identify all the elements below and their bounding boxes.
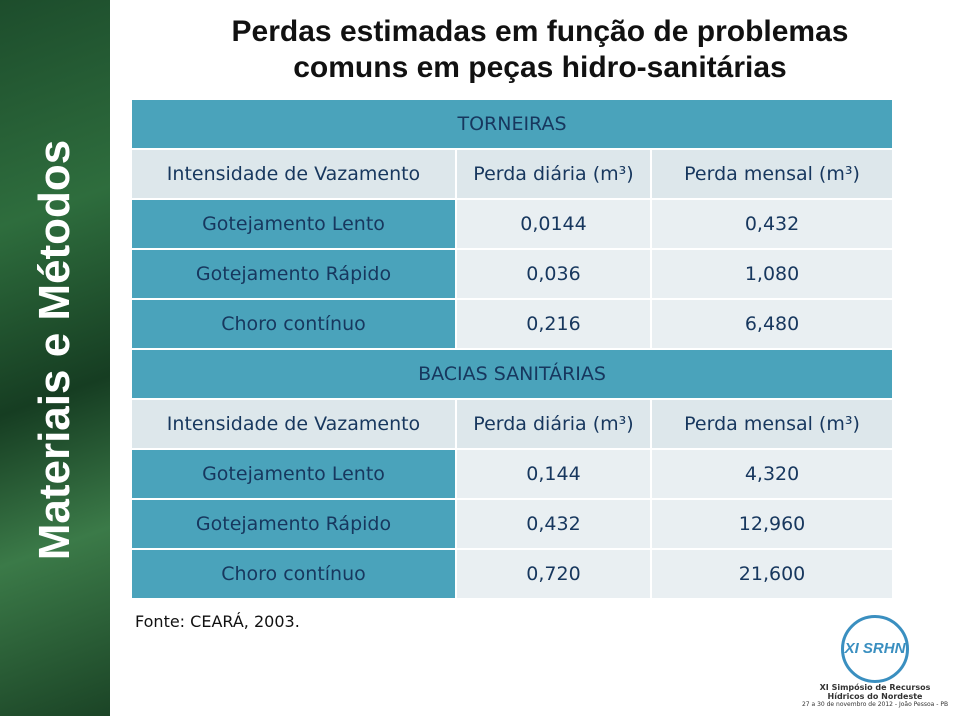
header-row: Intensidade de Vazamento Perda diária (m³…	[130, 398, 895, 450]
cell: Choro contínuo	[130, 298, 457, 350]
cell: Gotejamento Rápido	[130, 498, 457, 550]
cell: 21,600	[649, 548, 895, 600]
data-row: Choro contínuo 0,720 21,600	[130, 548, 895, 600]
section-row: BACIAS SANITÁRIAS	[129, 348, 895, 400]
cell: 4,320	[649, 448, 895, 500]
data-row: Gotejamento Rápido 0,036 1,080	[130, 248, 895, 300]
cell: 0,036	[455, 248, 652, 300]
title-line: comuns em peças hidro-sanitárias	[293, 51, 787, 84]
header-cell: Perda diária (m³)	[455, 148, 652, 200]
data-row: Choro contínuo 0,216 6,480	[130, 298, 895, 350]
logo-name: XI Simpósio de Recursos Hídricos do Nord…	[819, 683, 931, 701]
side-bar: Materiais e Métodos	[0, 0, 110, 716]
title: Perdas estimadas em função de problemas …	[150, 14, 930, 86]
side-title: Materiais e Métodos	[30, 139, 79, 561]
cell: 0,432	[649, 198, 895, 250]
header-cell: Intensidade de Vazamento	[130, 148, 457, 200]
title-line: Perdas estimadas em função de problemas	[231, 15, 849, 48]
cell: 6,480	[649, 298, 895, 350]
logo: XI SRHN XI Simpósio de Recursos Hídricos…	[800, 615, 950, 708]
cell: Gotejamento Lento	[130, 448, 457, 500]
header-cell: Perda mensal (m³)	[649, 148, 895, 200]
header-cell: Perda diária (m³)	[455, 398, 652, 450]
source: Fonte: CEARÁ, 2003.	[135, 612, 300, 631]
data-row: Gotejamento Lento 0,144 4,320	[130, 448, 895, 500]
data-row: Gotejamento Lento 0,0144 0,432	[130, 198, 895, 250]
logo-dates: 27 a 30 de novembro de 2012 - João Pesso…	[801, 701, 949, 708]
cell: 0,216	[455, 298, 652, 350]
table: TORNEIRAS Intensidade de Vazamento Perda d…	[129, 98, 895, 600]
cell: 0,0144	[455, 198, 652, 250]
cell: Gotejamento Lento	[130, 198, 457, 250]
cell: 0,144	[455, 448, 652, 500]
cell: Choro contínuo	[130, 548, 457, 600]
header-cell: Intensidade de Vazamento	[130, 398, 457, 450]
cell: 12,960	[649, 498, 895, 550]
header-cell: Perda mensal (m³)	[649, 398, 895, 450]
cell: 0,720	[455, 548, 652, 600]
logo-mark: XI SRHN	[841, 615, 909, 683]
cell: 0,432	[455, 498, 652, 550]
cell: Gotejamento Rápido	[130, 248, 457, 300]
data-row: Gotejamento Rápido 0,432 12,960	[130, 498, 895, 550]
section-row: TORNEIRAS	[129, 98, 895, 150]
cell: 1,080	[649, 248, 895, 300]
header-row: Intensidade de Vazamento Perda diária (m³…	[130, 148, 895, 200]
section-title: BACIAS SANITÁRIAS	[129, 348, 895, 400]
section-title: TORNEIRAS	[129, 98, 895, 150]
